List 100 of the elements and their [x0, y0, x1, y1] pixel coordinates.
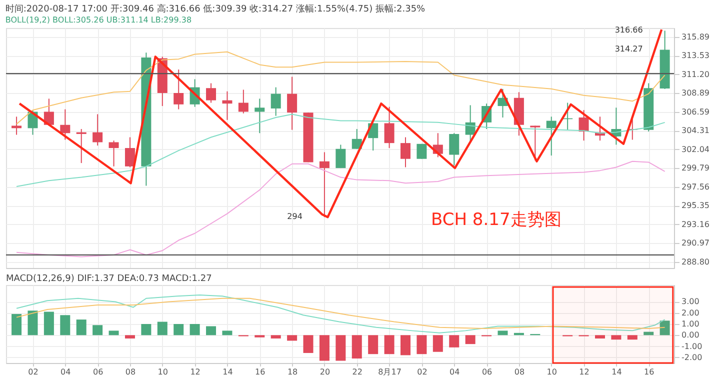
bar — [141, 324, 152, 336]
candlestick — [270, 86, 281, 116]
y-tick-label: 290.97 — [682, 238, 710, 248]
x-tick-label: 10 — [158, 368, 168, 376]
x-tick-label: 06 — [482, 368, 492, 376]
bar — [611, 335, 622, 340]
annotation: 314.27 — [614, 44, 643, 54]
x-tick-label: 08 — [514, 368, 525, 376]
bar — [465, 335, 476, 344]
y-tick-label: -1.00 — [682, 342, 702, 351]
x-tick-label: 12 — [579, 368, 590, 376]
candlestick — [254, 98, 265, 134]
x-tick-label: 02 — [417, 368, 428, 376]
candlestick — [108, 140, 119, 167]
x-tick-label: 10 — [546, 368, 557, 376]
y-tick-label: 2.00 — [682, 308, 700, 318]
y-tick-label: 302.04 — [682, 144, 710, 154]
line-series — [16, 114, 666, 188]
chart-title: MACD(12,26,9) DIF:1.37 DEA:0.73 MACD:1.27 — [6, 274, 212, 284]
x-tick-label: 20 — [320, 368, 330, 376]
bar — [627, 335, 638, 340]
y-tick-label: 288.80 — [682, 257, 710, 266]
bar — [222, 330, 232, 336]
x-tick-label: 04 — [60, 368, 71, 376]
bar — [498, 330, 508, 336]
x-tick-label: 16 — [644, 368, 654, 376]
bar — [124, 335, 135, 338]
y-tick-label: 299.79 — [682, 164, 710, 173]
annotation: 294 — [287, 212, 302, 222]
y-tick-label: 3.00 — [682, 297, 700, 306]
candlestick — [546, 116, 556, 156]
line-series — [16, 160, 666, 258]
x-tick-label: 14 — [222, 368, 233, 376]
candlestick — [530, 125, 540, 162]
bar — [190, 324, 200, 336]
y-tick-label: 313.53 — [682, 51, 710, 60]
bar — [416, 335, 427, 354]
candlestick — [206, 82, 216, 104]
x-tick-label: 04 — [450, 368, 460, 376]
bar — [76, 320, 86, 336]
bar — [368, 335, 378, 354]
x-tick-label: 22 — [352, 368, 362, 376]
candlestick — [384, 106, 394, 149]
bar — [206, 326, 216, 336]
bar — [319, 335, 330, 361]
annotation: BCH 8.17走势图 — [431, 210, 562, 230]
chart-subtitle: BOLL(19,2) BOLL:305.26 UB:311.14 LB:299.38 — [5, 16, 192, 25]
candlestick — [12, 116, 22, 136]
bar — [336, 335, 346, 361]
annotation: 316.66 — [614, 26, 643, 35]
bar — [44, 312, 54, 336]
y-tick-label: 308.89 — [682, 88, 710, 98]
bar — [384, 335, 394, 354]
x-tick-label: 8月17 — [378, 368, 402, 376]
candlestick — [287, 76, 298, 130]
bar — [60, 315, 70, 336]
candlestick — [44, 98, 54, 126]
x-tick-label: 12 — [190, 368, 200, 376]
y-tick-label: 304.31 — [682, 126, 710, 136]
bar — [449, 335, 460, 348]
candlestick — [416, 143, 427, 160]
chart-title: 时间:2020-08-17 17:00 开:309.46 高:316.66 低:309.39 收:314.27 涨幅:1.55%(4.75) 振幅:2.35% — [5, 4, 426, 15]
bar — [270, 335, 281, 338]
candlestick — [336, 144, 346, 169]
bar — [28, 310, 38, 336]
bar — [352, 335, 362, 359]
candlestick — [238, 89, 248, 114]
candlestick — [124, 136, 135, 168]
bar — [432, 335, 443, 352]
candlestick — [222, 90, 232, 120]
candlestick — [60, 108, 70, 140]
bar — [400, 335, 411, 356]
candlestick — [76, 128, 86, 164]
y-tick-label: 315.89 — [682, 32, 710, 42]
y-tick-label: 1.00 — [682, 320, 700, 328]
bar — [157, 322, 168, 336]
y-tick-label: 297.56 — [682, 182, 710, 192]
y-tick-label: 306.59 — [682, 107, 710, 116]
y-tick-label: 293.16 — [682, 220, 710, 229]
candlestick — [449, 132, 460, 166]
candlestick — [400, 136, 411, 168]
candlestick — [578, 110, 589, 142]
y-tick-label: 311.20 — [682, 70, 710, 79]
bar — [108, 330, 119, 336]
y-tick-label: -2.00 — [682, 352, 702, 362]
y-tick-label: 295.35 — [682, 201, 710, 210]
x-tick-label: 18 — [287, 368, 298, 376]
bar — [644, 332, 654, 336]
bar — [660, 320, 670, 336]
candlestick — [92, 114, 103, 146]
y-tick-label: 0.00 — [682, 330, 700, 340]
bar — [92, 325, 103, 336]
candlestick — [174, 69, 184, 110]
bar — [12, 314, 22, 336]
bar — [303, 335, 314, 353]
candlestick — [319, 152, 330, 218]
x-tick-label: 16 — [255, 368, 266, 376]
x-tick-label: 14 — [612, 368, 622, 376]
x-tick-label: 08 — [125, 368, 136, 376]
bar — [594, 335, 605, 338]
